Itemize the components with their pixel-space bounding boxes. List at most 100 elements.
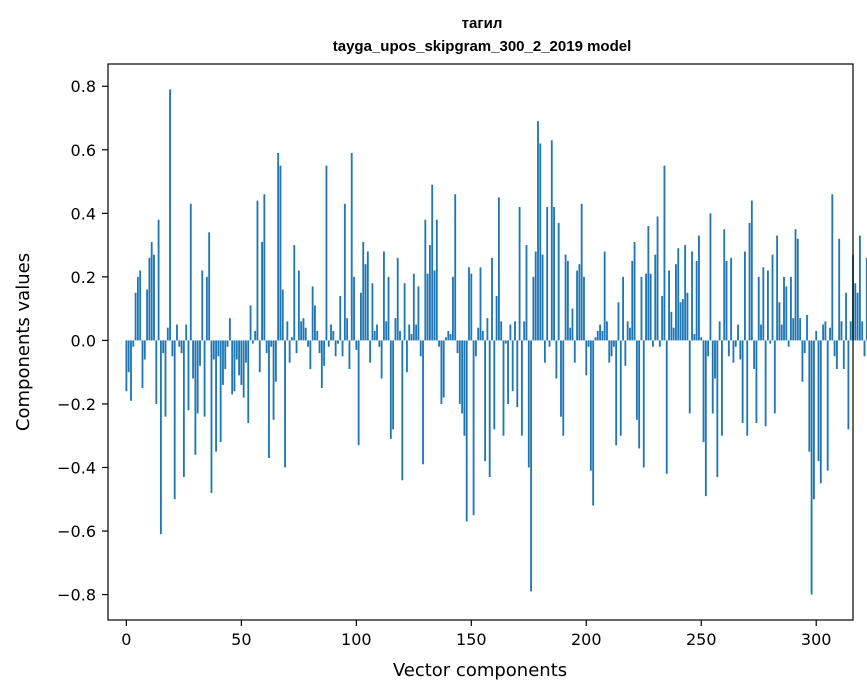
bar-component-112 — [383, 251, 385, 341]
bar-component-121 — [403, 283, 406, 341]
bar-component-223 — [638, 340, 641, 449]
bar-component-93 — [339, 295, 342, 341]
bar-component-2 — [130, 340, 132, 401]
bar-component-105 — [366, 251, 369, 341]
bar-component-205 — [596, 330, 599, 341]
x-tick-label: 250 — [686, 630, 717, 649]
bar-component-33 — [201, 270, 204, 341]
bar-component-8 — [143, 340, 146, 360]
bar-component-306 — [829, 327, 831, 341]
bar-component-96 — [346, 318, 349, 341]
bar-component-0 — [125, 340, 128, 392]
bars-group — [125, 89, 867, 595]
bar-component-288 — [787, 340, 790, 347]
bar-component-260 — [723, 229, 726, 341]
bar-component-186 — [553, 206, 555, 341]
bar-component-103 — [362, 241, 365, 341]
bar-component-147 — [463, 340, 466, 436]
bar-component-22 — [176, 324, 178, 341]
bar-component-246 — [691, 251, 693, 341]
bar-component-146 — [461, 340, 464, 414]
bar-component-86 — [323, 340, 326, 366]
bar-component-229 — [652, 340, 654, 347]
bar-component-242 — [681, 299, 684, 341]
bar-component-272 — [750, 200, 753, 341]
bar-component-235 — [665, 340, 668, 474]
bar-component-220 — [631, 260, 634, 341]
bar-component-177 — [532, 276, 535, 341]
bar-component-110 — [378, 340, 381, 347]
chart-title-line2: tayga_upos_skipgram_300_2_2019 model — [333, 38, 632, 55]
bar-component-81 — [311, 286, 314, 341]
bar-component-196 — [576, 270, 578, 341]
bar-component-258 — [718, 321, 721, 341]
bar-component-19 — [169, 89, 171, 341]
bar-component-207 — [601, 330, 604, 341]
y-tick-label: −0.4 — [57, 458, 96, 477]
bar-component-68 — [281, 289, 284, 341]
bar-component-303 — [822, 324, 825, 341]
bar-component-154 — [479, 267, 482, 341]
bar-component-160 — [493, 340, 496, 430]
bar-component-1 — [127, 340, 130, 373]
bar-component-115 — [389, 340, 392, 439]
bar-component-318 — [856, 292, 859, 341]
bar-component-100 — [355, 340, 358, 350]
bar-component-281 — [771, 254, 774, 341]
bar-component-213 — [615, 340, 618, 446]
bar-component-34 — [203, 340, 206, 417]
bar-component-279 — [767, 270, 769, 341]
bar-component-312 — [842, 340, 845, 369]
bar-component-83 — [316, 330, 319, 341]
bar-component-247 — [693, 334, 696, 341]
bar-component-99 — [353, 276, 355, 341]
bar-component-308 — [833, 340, 836, 357]
bar-component-238 — [672, 327, 675, 341]
bar-component-61 — [265, 340, 268, 354]
bar-component-278 — [764, 340, 767, 427]
bar-component-24 — [180, 340, 183, 354]
y-tick-label: −0.2 — [57, 395, 96, 414]
bar-component-4 — [134, 292, 137, 341]
bar-component-138 — [442, 340, 445, 398]
bar-component-179 — [537, 121, 539, 341]
bar-component-114 — [387, 276, 390, 341]
bar-component-286 — [783, 276, 785, 341]
bar-component-134 — [433, 270, 436, 341]
bar-component-224 — [640, 276, 643, 341]
bar-component-275 — [757, 276, 760, 341]
bar-component-208 — [603, 251, 606, 341]
bar-component-197 — [578, 264, 581, 341]
bar-component-132 — [428, 245, 431, 341]
bar-component-135 — [435, 219, 438, 341]
bar-component-193 — [569, 327, 572, 341]
bar-component-47 — [233, 340, 236, 392]
bar-component-203 — [592, 340, 595, 506]
bar-component-119 — [399, 330, 401, 341]
bar-component-300 — [815, 330, 818, 341]
bar-component-163 — [500, 321, 503, 341]
bar-component-236 — [668, 270, 670, 341]
bar-component-194 — [571, 308, 574, 341]
bar-component-108 — [373, 330, 376, 341]
bar-component-298 — [810, 340, 813, 595]
bar-component-239 — [675, 264, 677, 341]
bar-component-251 — [702, 340, 705, 443]
bar-component-200 — [585, 340, 588, 376]
bar-component-102 — [360, 292, 362, 341]
bar-component-77 — [302, 318, 305, 341]
bar-component-280 — [769, 340, 772, 344]
bar-component-169 — [514, 321, 516, 341]
bar-component-189 — [560, 340, 562, 417]
bar-component-120 — [401, 340, 404, 481]
y-tick-label: 0.2 — [71, 268, 96, 287]
bar-component-307 — [831, 194, 834, 341]
bar-component-313 — [845, 292, 848, 341]
bar-component-158 — [488, 340, 491, 478]
bar-component-170 — [516, 340, 519, 408]
x-tick-label: 100 — [341, 630, 372, 649]
bar-component-101 — [357, 340, 360, 446]
bar-component-188 — [557, 222, 560, 341]
bar-component-175 — [527, 340, 530, 468]
bar-component-18 — [166, 327, 169, 341]
